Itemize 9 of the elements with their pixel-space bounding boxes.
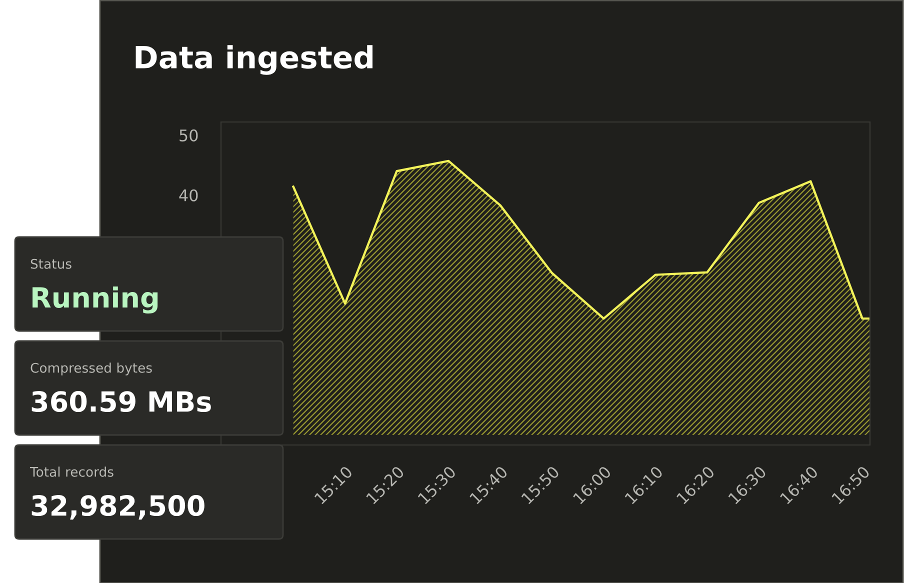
text: 32,982,500 [32,495,204,520]
y-tick-label: 50 [180,129,198,142]
text: Running [32,286,158,314]
chart-title: Data ingested [136,45,372,75]
y-tick-label: 40 [179,189,198,202]
text: 360.59 MBs [32,391,211,412]
text: Status [30,258,72,269]
text: Compressed bytes [30,362,152,376]
text: Total records [30,466,114,477]
